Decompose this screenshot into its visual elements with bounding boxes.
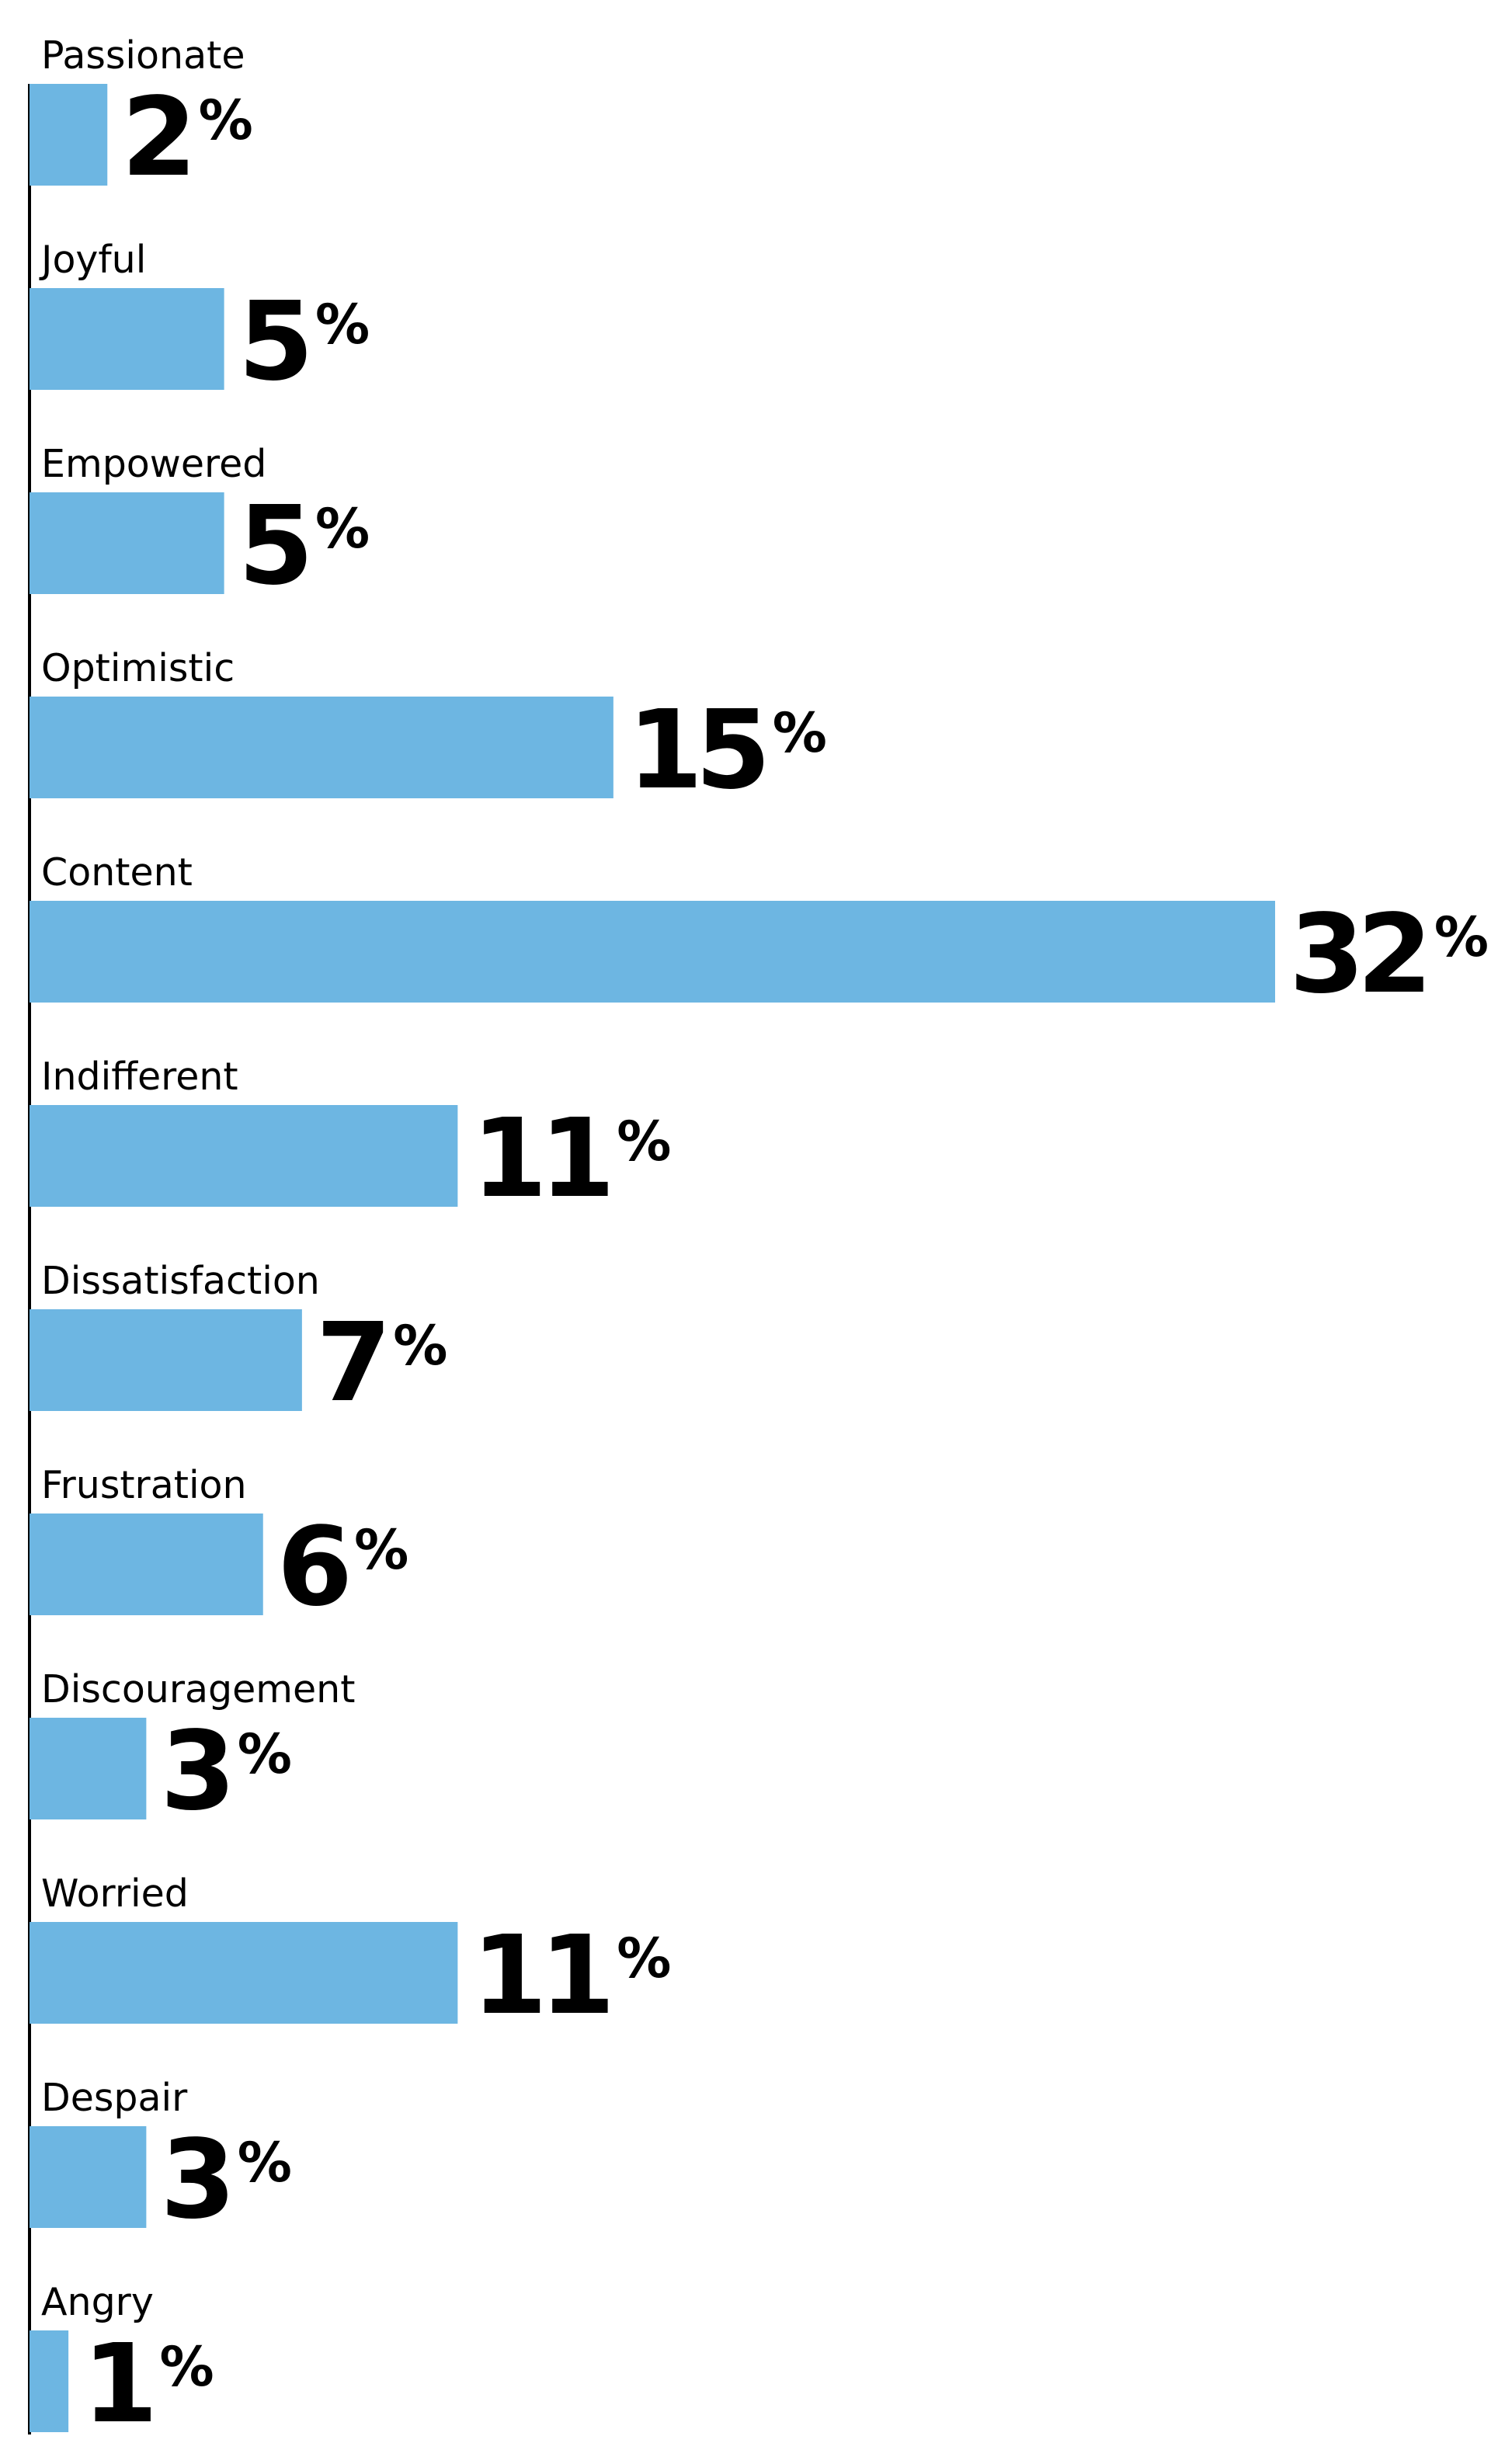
value-number: 15 <box>627 687 763 814</box>
bar <box>30 1922 458 2024</box>
value-number: 1 <box>82 2321 151 2448</box>
value-number: 5 <box>238 279 307 405</box>
bar <box>30 1514 263 1615</box>
value-percent-sign: % <box>617 1927 671 1990</box>
category-label: Despair <box>41 2076 188 2120</box>
bar <box>30 84 108 186</box>
value-percent-sign: % <box>773 701 827 765</box>
value-percent-sign: % <box>1434 905 1489 969</box>
value-number: 32 <box>1289 891 1425 1018</box>
value-percent-sign: % <box>238 2131 292 2195</box>
value-label: 11% <box>471 1096 671 1222</box>
bar <box>30 288 224 390</box>
category-label: Indifferent <box>41 1055 238 1099</box>
value-label: 32% <box>1289 891 1489 1018</box>
category-label: Angry <box>41 2280 154 2324</box>
value-label: 3% <box>160 2117 292 2243</box>
value-percent-sign: % <box>354 1518 408 1582</box>
value-label: 3% <box>160 1708 292 1835</box>
category-label: Empowered <box>41 442 266 486</box>
value-number: 11 <box>471 1096 607 1222</box>
value-percent-sign: % <box>315 293 370 356</box>
bar <box>30 492 224 594</box>
value-label: 2% <box>121 75 253 201</box>
value-percent-sign: % <box>199 89 253 152</box>
category-label: Worried <box>41 1871 189 1916</box>
value-label: 6% <box>277 1504 409 1631</box>
category-label: Passionate <box>41 33 245 78</box>
category-label: Frustration <box>41 1463 247 1507</box>
value-percent-sign: % <box>160 2335 214 2399</box>
category-label: Joyful <box>39 238 146 282</box>
bar <box>30 2126 147 2228</box>
value-label: 7% <box>316 1300 448 1427</box>
bar <box>30 697 613 798</box>
bar <box>30 1718 147 1819</box>
value-percent-sign: % <box>315 497 370 561</box>
value-number: 11 <box>471 1913 607 2039</box>
bar <box>30 901 1275 1003</box>
bar <box>30 2330 69 2432</box>
value-number: 5 <box>238 483 307 610</box>
bar <box>30 1309 302 1411</box>
value-label: 15% <box>627 687 827 814</box>
value-number: 6 <box>277 1504 347 1631</box>
value-label: 5% <box>238 279 370 405</box>
value-label: 11% <box>471 1913 671 2039</box>
value-number: 2 <box>121 75 189 201</box>
value-percent-sign: % <box>393 1314 447 1378</box>
category-label: Optimistic <box>41 646 235 690</box>
category-label: Discouragement <box>41 1667 355 1712</box>
value-label: 1% <box>82 2321 214 2448</box>
value-number: 3 <box>160 2117 228 2243</box>
category-label: Content <box>41 850 193 895</box>
bar <box>30 1105 458 1207</box>
value-number: 7 <box>316 1300 384 1427</box>
value-percent-sign: % <box>238 1722 292 1786</box>
value-number: 3 <box>160 1708 228 1835</box>
value-label: 5% <box>238 483 370 610</box>
value-percent-sign: % <box>617 1110 671 1173</box>
category-label: Dissatisfaction <box>41 1259 320 1303</box>
